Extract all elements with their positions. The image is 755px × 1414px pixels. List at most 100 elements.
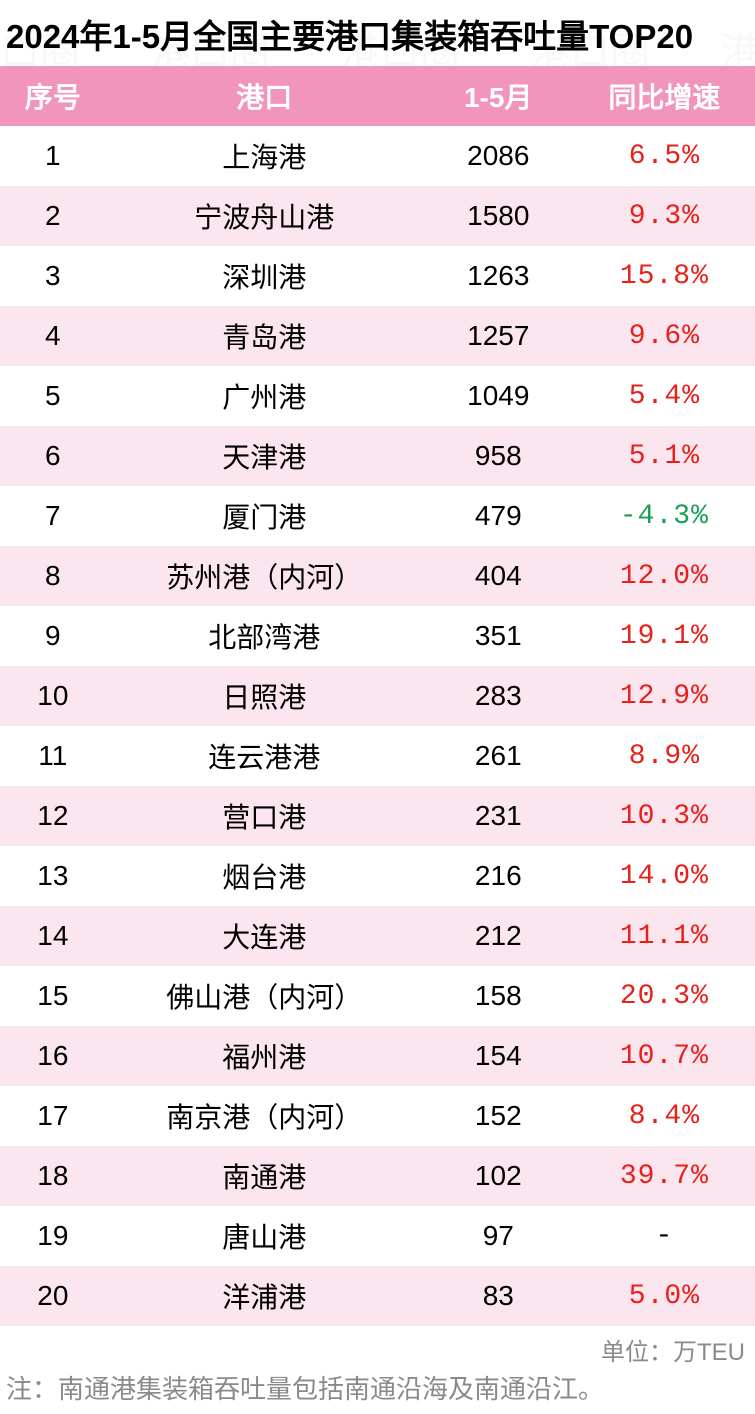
unit-label: 单位：万TEU	[0, 1326, 755, 1369]
cell-port: 南京港（内河）	[106, 1086, 423, 1146]
cell-rank: 15	[0, 966, 106, 1026]
cell-growth: 8.4%	[574, 1086, 755, 1146]
table-row: 16福州港15410.7%	[0, 1026, 755, 1086]
table-header-row: 序号 港口 1-5月 同比增速	[0, 66, 755, 126]
cell-port: 上海港	[106, 126, 423, 186]
cell-growth: 9.6%	[574, 306, 755, 366]
cell-rank: 19	[0, 1206, 106, 1266]
cell-value: 158	[423, 966, 574, 1026]
cell-growth: 10.3%	[574, 786, 755, 846]
cell-growth: -	[574, 1206, 755, 1266]
cell-port: 佛山港（内河）	[106, 966, 423, 1026]
table-row: 1上海港20866.5%	[0, 126, 755, 186]
cell-growth: 5.4%	[574, 366, 755, 426]
cell-value: 283	[423, 666, 574, 726]
table-row: 18南通港10239.7%	[0, 1146, 755, 1206]
cell-growth: 39.7%	[574, 1146, 755, 1206]
cell-value: 958	[423, 426, 574, 486]
table-row: 8苏州港（内河）40412.0%	[0, 546, 755, 606]
cell-rank: 8	[0, 546, 106, 606]
cell-value: 216	[423, 846, 574, 906]
cell-port: 青岛港	[106, 306, 423, 366]
cell-port: 营口港	[106, 786, 423, 846]
cell-value: 404	[423, 546, 574, 606]
cell-value: 1580	[423, 186, 574, 246]
cell-rank: 7	[0, 486, 106, 546]
col-header-port: 港口	[106, 66, 423, 126]
table-row: 19唐山港97-	[0, 1206, 755, 1266]
cell-growth: 15.8%	[574, 246, 755, 306]
cell-growth: 5.0%	[574, 1266, 755, 1326]
footnote: 注：南通港集装箱吞吐量包括南通沿海及南通沿江。	[0, 1369, 755, 1414]
cell-port: 唐山港	[106, 1206, 423, 1266]
cell-rank: 4	[0, 306, 106, 366]
table-row: 9北部湾港35119.1%	[0, 606, 755, 666]
cell-rank: 20	[0, 1266, 106, 1326]
table-row: 4青岛港12579.6%	[0, 306, 755, 366]
table-row: 2宁波舟山港15809.3%	[0, 186, 755, 246]
cell-port: 广州港	[106, 366, 423, 426]
cell-growth: 19.1%	[574, 606, 755, 666]
cell-value: 1049	[423, 366, 574, 426]
content-root: 2024年1-5月全国主要港口集装箱吞吐量TOP20 序号 港口 1-5月 同比…	[0, 0, 755, 1414]
table-body: 1上海港20866.5%2宁波舟山港15809.3%3深圳港126315.8%4…	[0, 126, 755, 1326]
cell-growth: 14.0%	[574, 846, 755, 906]
cell-growth: 6.5%	[574, 126, 755, 186]
table-row: 12营口港23110.3%	[0, 786, 755, 846]
table-row: 17南京港（内河）1528.4%	[0, 1086, 755, 1146]
table-row: 14大连港21211.1%	[0, 906, 755, 966]
cell-value: 97	[423, 1206, 574, 1266]
cell-value: 261	[423, 726, 574, 786]
cell-value: 102	[423, 1146, 574, 1206]
cell-port: 南通港	[106, 1146, 423, 1206]
cell-port: 日照港	[106, 666, 423, 726]
col-header-value: 1-5月	[423, 66, 574, 126]
table-row: 11连云港港2618.9%	[0, 726, 755, 786]
cell-port: 烟台港	[106, 846, 423, 906]
cell-value: 154	[423, 1026, 574, 1086]
cell-growth: -4.3%	[574, 486, 755, 546]
cell-value: 351	[423, 606, 574, 666]
cell-value: 1263	[423, 246, 574, 306]
cell-rank: 3	[0, 246, 106, 306]
cell-rank: 14	[0, 906, 106, 966]
col-header-growth: 同比增速	[574, 66, 755, 126]
cell-growth: 9.3%	[574, 186, 755, 246]
cell-port: 苏州港（内河）	[106, 546, 423, 606]
cell-rank: 12	[0, 786, 106, 846]
cell-growth: 12.9%	[574, 666, 755, 726]
cell-growth: 12.0%	[574, 546, 755, 606]
cell-rank: 11	[0, 726, 106, 786]
cell-rank: 16	[0, 1026, 106, 1086]
cell-rank: 1	[0, 126, 106, 186]
table-row: 6天津港9585.1%	[0, 426, 755, 486]
table-row: 15佛山港（内河）15820.3%	[0, 966, 755, 1026]
cell-rank: 13	[0, 846, 106, 906]
cell-growth: 8.9%	[574, 726, 755, 786]
cell-port: 洋浦港	[106, 1266, 423, 1326]
cell-value: 152	[423, 1086, 574, 1146]
cell-rank: 6	[0, 426, 106, 486]
table-row: 7厦门港479-4.3%	[0, 486, 755, 546]
port-throughput-table: 序号 港口 1-5月 同比增速 1上海港20866.5%2宁波舟山港15809.…	[0, 66, 755, 1326]
cell-rank: 17	[0, 1086, 106, 1146]
cell-port: 厦门港	[106, 486, 423, 546]
cell-port: 连云港港	[106, 726, 423, 786]
table-row: 13烟台港21614.0%	[0, 846, 755, 906]
table-row: 3深圳港126315.8%	[0, 246, 755, 306]
table-row: 20洋浦港835.0%	[0, 1266, 755, 1326]
cell-value: 83	[423, 1266, 574, 1326]
cell-growth: 20.3%	[574, 966, 755, 1026]
cell-rank: 18	[0, 1146, 106, 1206]
cell-value: 1257	[423, 306, 574, 366]
cell-value: 479	[423, 486, 574, 546]
cell-port: 福州港	[106, 1026, 423, 1086]
cell-value: 2086	[423, 126, 574, 186]
page-title: 2024年1-5月全国主要港口集装箱吞吐量TOP20	[0, 0, 755, 66]
table-row: 10日照港28312.9%	[0, 666, 755, 726]
cell-rank: 9	[0, 606, 106, 666]
cell-port: 天津港	[106, 426, 423, 486]
cell-port: 深圳港	[106, 246, 423, 306]
cell-port: 北部湾港	[106, 606, 423, 666]
cell-rank: 2	[0, 186, 106, 246]
